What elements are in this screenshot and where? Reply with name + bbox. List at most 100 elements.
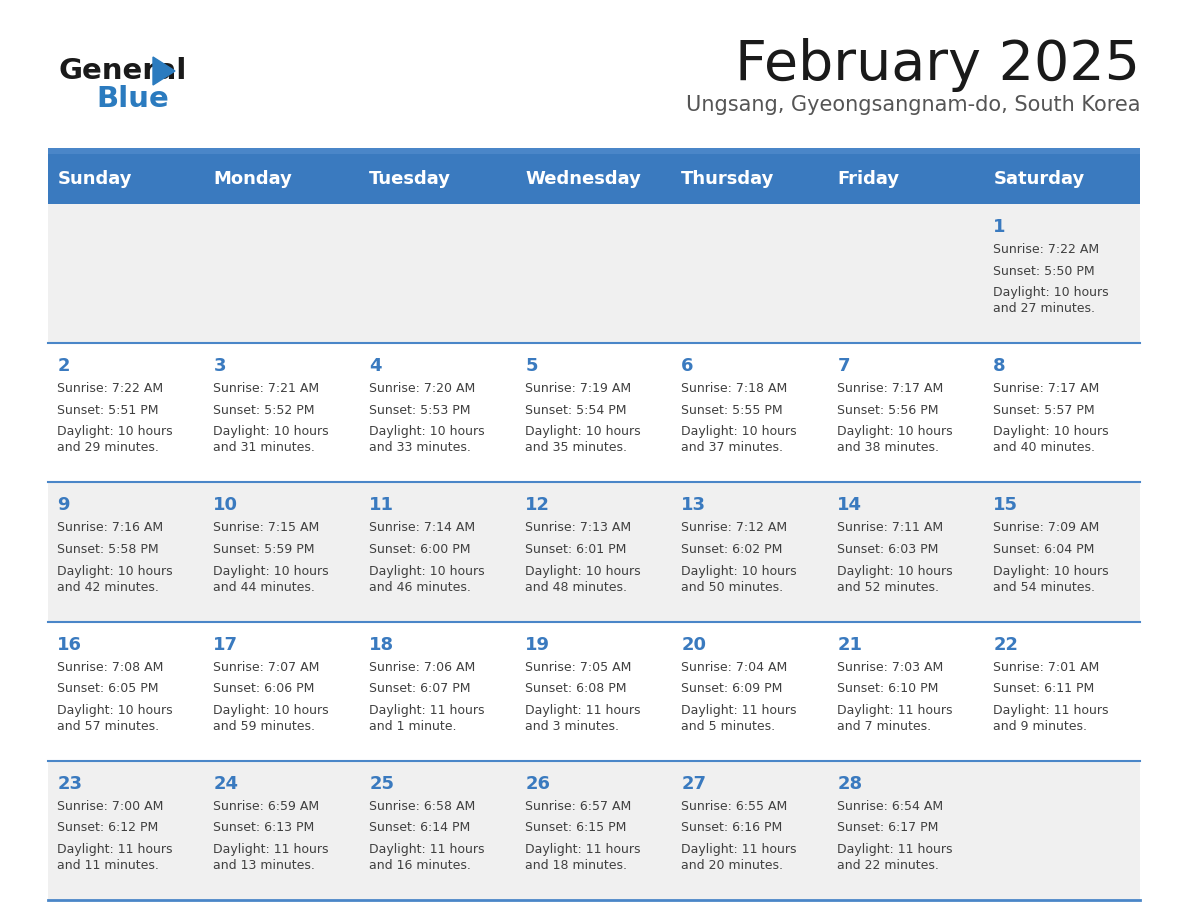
Text: Sunrise: 7:18 AM: Sunrise: 7:18 AM [682,382,788,395]
Bar [48,148,1140,154]
Text: Sunset: 5:53 PM: Sunset: 5:53 PM [369,404,470,417]
Text: Ungsang, Gyeongsangnam-do, South Korea: Ungsang, Gyeongsangnam-do, South Korea [685,95,1140,115]
Text: Sunrise: 7:05 AM: Sunrise: 7:05 AM [525,661,632,674]
Text: Sunrise: 7:14 AM: Sunrise: 7:14 AM [369,521,475,534]
Text: Sunset: 6:13 PM: Sunset: 6:13 PM [214,822,315,834]
Text: Sunrise: 7:21 AM: Sunrise: 7:21 AM [214,382,320,395]
Text: Sunset: 5:51 PM: Sunset: 5:51 PM [57,404,159,417]
Text: Sunset: 6:06 PM: Sunset: 6:06 PM [214,682,315,695]
Text: Daylight: 10 hours
and 35 minutes.: Daylight: 10 hours and 35 minutes. [525,425,642,454]
Text: Sunrise: 7:07 AM: Sunrise: 7:07 AM [214,661,320,674]
Text: Sunrise: 7:09 AM: Sunrise: 7:09 AM [993,521,1100,534]
Bar [48,343,1140,482]
Bar [672,154,828,204]
Text: 1: 1 [993,218,1006,236]
Text: Sunrise: 7:19 AM: Sunrise: 7:19 AM [525,382,632,395]
Text: Sunrise: 7:16 AM: Sunrise: 7:16 AM [57,521,164,534]
Text: Sunset: 6:10 PM: Sunset: 6:10 PM [838,682,939,695]
Polygon shape [153,57,175,85]
Text: Daylight: 10 hours
and 52 minutes.: Daylight: 10 hours and 52 minutes. [838,565,953,594]
Text: Sunset: 6:03 PM: Sunset: 6:03 PM [838,543,939,556]
Text: Sunset: 6:14 PM: Sunset: 6:14 PM [369,822,470,834]
Text: Daylight: 10 hours
and 50 minutes.: Daylight: 10 hours and 50 minutes. [682,565,797,594]
Text: Friday: Friday [838,170,899,188]
Text: Daylight: 11 hours
and 18 minutes.: Daylight: 11 hours and 18 minutes. [525,843,640,872]
Text: Sunset: 6:09 PM: Sunset: 6:09 PM [682,682,783,695]
Text: Daylight: 10 hours
and 59 minutes.: Daylight: 10 hours and 59 minutes. [214,704,329,733]
Text: Sunset: 5:56 PM: Sunset: 5:56 PM [838,404,939,417]
Text: Sunset: 6:02 PM: Sunset: 6:02 PM [682,543,783,556]
Text: Daylight: 11 hours
and 9 minutes.: Daylight: 11 hours and 9 minutes. [993,704,1108,733]
Text: Daylight: 10 hours
and 57 minutes.: Daylight: 10 hours and 57 minutes. [57,704,173,733]
Text: Sunset: 5:55 PM: Sunset: 5:55 PM [682,404,783,417]
Text: 20: 20 [682,635,707,654]
Text: Sunrise: 7:00 AM: Sunrise: 7:00 AM [57,800,164,812]
Text: Sunrise: 7:20 AM: Sunrise: 7:20 AM [369,382,475,395]
Text: Daylight: 10 hours
and 27 minutes.: Daylight: 10 hours and 27 minutes. [993,286,1108,315]
Text: Sunset: 6:04 PM: Sunset: 6:04 PM [993,543,1094,556]
Text: Daylight: 10 hours
and 42 minutes.: Daylight: 10 hours and 42 minutes. [57,565,173,594]
Text: Thursday: Thursday [682,170,775,188]
Bar [516,154,672,204]
Text: Saturday: Saturday [993,170,1085,188]
Text: 13: 13 [682,497,707,514]
Text: Daylight: 10 hours
and 38 minutes.: Daylight: 10 hours and 38 minutes. [838,425,953,454]
Text: Sunset: 6:12 PM: Sunset: 6:12 PM [57,822,159,834]
Text: Daylight: 11 hours
and 11 minutes.: Daylight: 11 hours and 11 minutes. [57,843,173,872]
Text: Sunset: 6:05 PM: Sunset: 6:05 PM [57,682,159,695]
Text: Daylight: 11 hours
and 16 minutes.: Daylight: 11 hours and 16 minutes. [369,843,485,872]
Text: 17: 17 [214,635,239,654]
Text: Daylight: 11 hours
and 7 minutes.: Daylight: 11 hours and 7 minutes. [838,704,953,733]
Text: 14: 14 [838,497,862,514]
Text: Daylight: 11 hours
and 1 minute.: Daylight: 11 hours and 1 minute. [369,704,485,733]
Text: 4: 4 [369,357,381,375]
Text: Sunrise: 7:17 AM: Sunrise: 7:17 AM [993,382,1100,395]
Text: Wednesday: Wednesday [525,170,642,188]
Text: 26: 26 [525,775,550,793]
Text: Daylight: 10 hours
and 46 minutes.: Daylight: 10 hours and 46 minutes. [369,565,485,594]
Text: Daylight: 10 hours
and 33 minutes.: Daylight: 10 hours and 33 minutes. [369,425,485,454]
Text: Sunset: 5:58 PM: Sunset: 5:58 PM [57,543,159,556]
Text: Sunset: 6:15 PM: Sunset: 6:15 PM [525,822,627,834]
Text: Sunrise: 6:59 AM: Sunrise: 6:59 AM [214,800,320,812]
Text: 27: 27 [682,775,707,793]
Text: Daylight: 11 hours
and 22 minutes.: Daylight: 11 hours and 22 minutes. [838,843,953,872]
Text: Sunrise: 7:01 AM: Sunrise: 7:01 AM [993,661,1100,674]
Text: Daylight: 10 hours
and 31 minutes.: Daylight: 10 hours and 31 minutes. [214,425,329,454]
Text: February 2025: February 2025 [735,38,1140,92]
Text: Sunset: 5:57 PM: Sunset: 5:57 PM [993,404,1095,417]
Bar [204,154,360,204]
Bar [360,154,516,204]
Text: Tuesday: Tuesday [369,170,451,188]
Bar [48,204,1140,343]
Text: Daylight: 11 hours
and 13 minutes.: Daylight: 11 hours and 13 minutes. [214,843,329,872]
Bar [984,154,1140,204]
Text: 28: 28 [838,775,862,793]
Text: Sunset: 5:59 PM: Sunset: 5:59 PM [214,543,315,556]
Text: 2: 2 [57,357,70,375]
Text: Sunrise: 7:12 AM: Sunrise: 7:12 AM [682,521,788,534]
Text: 22: 22 [993,635,1018,654]
Text: 7: 7 [838,357,849,375]
Text: 16: 16 [57,635,82,654]
Text: 23: 23 [57,775,82,793]
Text: 10: 10 [214,497,239,514]
Text: 15: 15 [993,497,1018,514]
Text: Sunset: 6:08 PM: Sunset: 6:08 PM [525,682,627,695]
Text: Sunset: 6:00 PM: Sunset: 6:00 PM [369,543,470,556]
Text: Sunset: 6:11 PM: Sunset: 6:11 PM [993,682,1094,695]
Bar [48,761,1140,900]
Text: Sunrise: 7:15 AM: Sunrise: 7:15 AM [214,521,320,534]
Text: Sunrise: 7:06 AM: Sunrise: 7:06 AM [369,661,475,674]
Text: Sunday: Sunday [57,170,132,188]
Text: Sunrise: 7:04 AM: Sunrise: 7:04 AM [682,661,788,674]
Text: Sunrise: 7:11 AM: Sunrise: 7:11 AM [838,521,943,534]
Text: Sunset: 6:07 PM: Sunset: 6:07 PM [369,682,470,695]
Text: Sunrise: 7:17 AM: Sunrise: 7:17 AM [838,382,943,395]
Text: Sunrise: 6:58 AM: Sunrise: 6:58 AM [369,800,475,812]
Text: Daylight: 10 hours
and 54 minutes.: Daylight: 10 hours and 54 minutes. [993,565,1108,594]
Bar [48,621,1140,761]
Text: Sunrise: 7:03 AM: Sunrise: 7:03 AM [838,661,943,674]
Text: Blue: Blue [96,85,169,113]
Text: Sunset: 5:54 PM: Sunset: 5:54 PM [525,404,627,417]
